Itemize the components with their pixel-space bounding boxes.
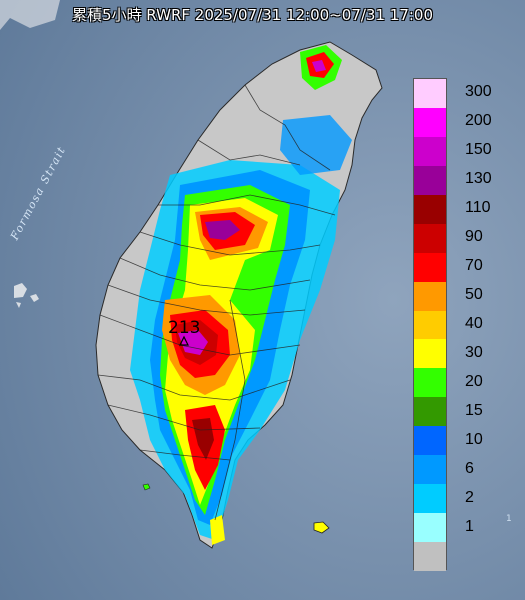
legend-label: 40 (465, 315, 483, 332)
legend-swatch (414, 368, 446, 398)
color-legend: 300 200 150 130 110 90 70 50 40 30 20 15 10 6 2 1 (413, 78, 513, 571)
legend-swatch (414, 397, 446, 427)
legend-swatch (414, 455, 446, 485)
legend-label: 90 (465, 228, 483, 246)
legend-label: 15 (465, 401, 483, 419)
legend-swatch (414, 223, 446, 253)
legend-swatch (414, 79, 446, 108)
legend-swatch (414, 107, 446, 137)
legend-label: 150 (465, 141, 492, 159)
legend-label: 2 (465, 488, 474, 506)
legend-label: 300 (465, 83, 492, 101)
legend-swatch (414, 426, 446, 456)
county-boundaries (97, 84, 336, 521)
small-island (142, 483, 151, 491)
green-island (313, 521, 330, 534)
legend-swatch (414, 513, 446, 542)
penghu-islands (14, 283, 39, 308)
legend-swatch (414, 484, 446, 514)
legend-swatch (414, 165, 446, 195)
legend-swatch (414, 136, 446, 166)
legend-swatch (414, 542, 446, 571)
peak-value: 213 (168, 318, 201, 338)
mainland-coast (0, 0, 60, 30)
legend-label: 110 (465, 199, 491, 217)
legend-label: 50 (465, 286, 483, 304)
legend-swatches (413, 78, 447, 571)
legend-label: 6 (465, 459, 474, 477)
rain-field (130, 45, 352, 545)
legend-label: 130 (465, 170, 492, 188)
legend-label: 20 (465, 372, 483, 390)
legend-swatch (414, 194, 446, 224)
legend-label: 70 (465, 257, 483, 275)
edge-label: 1 (506, 514, 512, 524)
map-title: 累積5小時 RWRF 2025/07/31 12:00~07/31 17:00 (72, 6, 434, 24)
legend-swatch (414, 310, 446, 340)
legend-swatch (414, 339, 446, 369)
legend-label: 200 (465, 112, 492, 130)
legend-label: 1 (465, 517, 474, 535)
legend-swatch (414, 281, 446, 311)
peak-marker-icon (179, 335, 189, 346)
legend-label: 10 (465, 430, 483, 448)
legend-label: 30 (465, 343, 483, 361)
legend-swatch (414, 252, 446, 282)
